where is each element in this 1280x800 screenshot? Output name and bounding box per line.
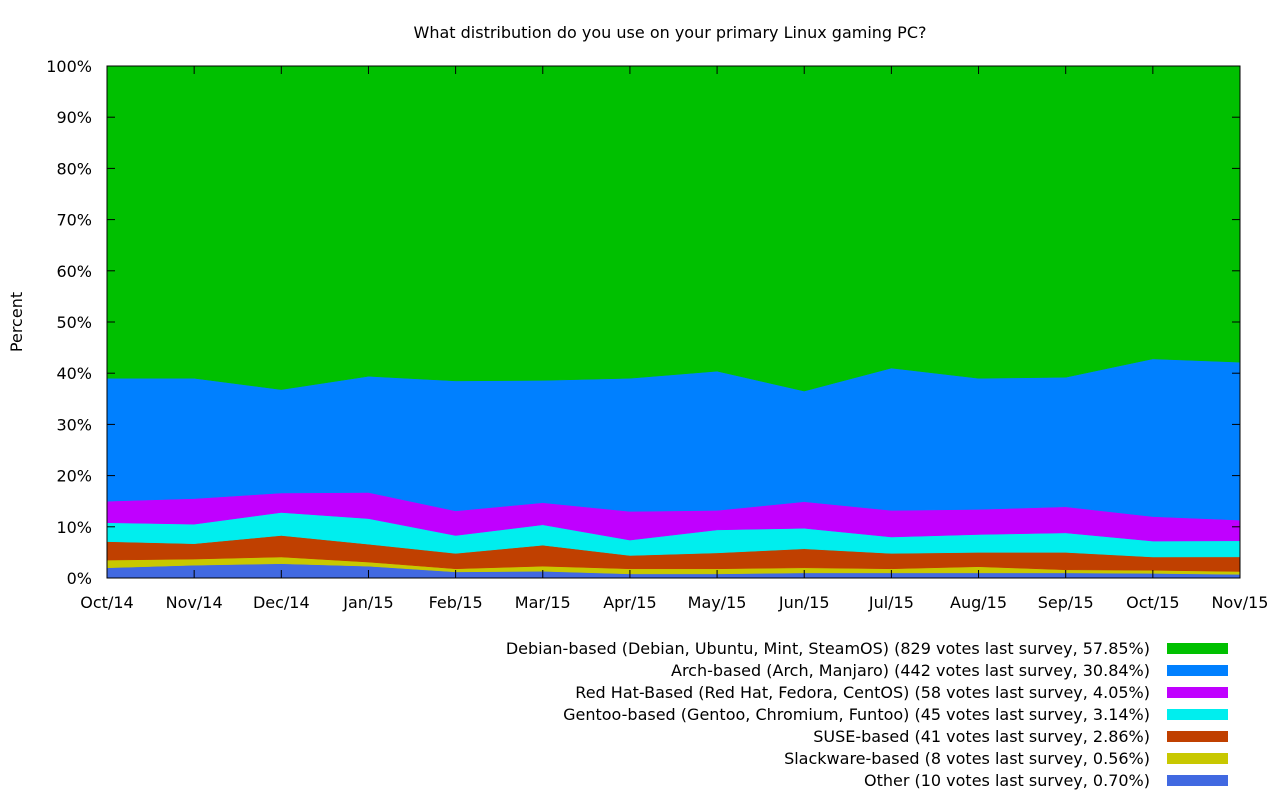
area-series-6 (106, 65, 1241, 392)
y-tick-label: 40% (56, 364, 92, 383)
x-tick-label: Nov/14 (166, 593, 223, 612)
x-tick-label: Nov/15 (1212, 593, 1269, 612)
legend-label: Debian-based (Debian, Ubuntu, Mint, Stea… (506, 639, 1150, 658)
legend-swatch (1167, 643, 1228, 654)
y-axis: 0% 10% 20% 30% 40% 50% 60% 70% 80% 90% 100% (46, 57, 1240, 588)
legend-label: Slackware-based (8 votes last survey, 0.… (784, 749, 1150, 768)
x-tick-label: Oct/15 (1126, 593, 1179, 612)
y-axis-label: Percent (7, 292, 26, 352)
x-axis: Oct/14 Nov/14 Dec/14 Jan/15 Feb/15 Mar/15 Apr/… (80, 66, 1268, 612)
x-tick-label: Aug/15 (950, 593, 1007, 612)
chart-title: What distribution do you use on your pri… (414, 23, 927, 42)
x-tick-label: Jan/15 (342, 593, 393, 612)
x-tick-label: Jun/15 (778, 593, 830, 612)
legend-label: Gentoo-based (Gentoo, Chromium, Funtoo) … (563, 705, 1150, 724)
y-tick-label: 70% (56, 211, 92, 230)
legend-swatch (1167, 687, 1228, 698)
legend-swatch (1167, 709, 1228, 720)
x-tick-label: Sep/15 (1038, 593, 1094, 612)
y-tick-label: 60% (56, 262, 92, 281)
y-tick-label: 30% (56, 415, 92, 434)
legend-label: Other (10 votes last survey, 0.70%) (864, 771, 1150, 790)
area-layers (106, 65, 1241, 579)
y-tick-label: 80% (56, 159, 92, 178)
x-tick-label: Mar/15 (515, 593, 571, 612)
legend: Debian-based (Debian, Ubuntu, Mint, Stea… (506, 639, 1228, 790)
legend-label: SUSE-based (41 votes last survey, 2.86%) (813, 727, 1150, 746)
legend-label: Arch-based (Arch, Manjaro) (442 votes la… (671, 661, 1150, 680)
x-tick-label: Oct/14 (80, 593, 133, 612)
legend-label: Red Hat-Based (Red Hat, Fedora, CentOS) … (575, 683, 1150, 702)
legend-swatch (1167, 731, 1228, 742)
legend-swatch (1167, 775, 1228, 786)
x-tick-label: Feb/15 (429, 593, 483, 612)
y-tick-label: 20% (56, 467, 92, 486)
x-tick-label: Apr/15 (603, 593, 656, 612)
x-tick-label: May/15 (688, 593, 747, 612)
y-tick-label: 100% (46, 57, 92, 76)
legend-swatch (1167, 753, 1228, 764)
y-tick-label: 0% (67, 569, 92, 588)
y-tick-label: 10% (56, 518, 92, 537)
x-tick-label: Jul/15 (868, 593, 914, 612)
y-tick-label: 50% (56, 313, 92, 332)
legend-swatch (1167, 665, 1228, 676)
y-tick-label: 90% (56, 108, 92, 127)
x-tick-label: Dec/14 (253, 593, 310, 612)
